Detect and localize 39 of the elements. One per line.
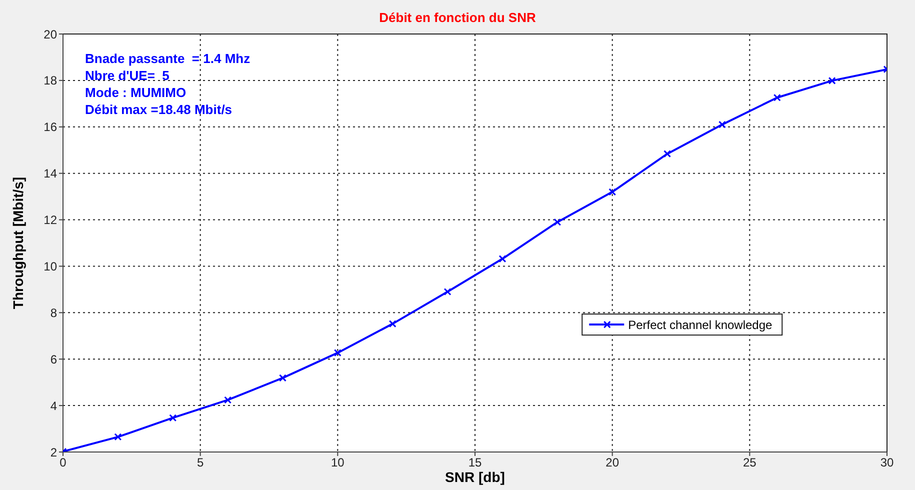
point xyxy=(554,218,562,226)
point xyxy=(388,320,396,328)
x-tick-label: 25 xyxy=(742,456,757,470)
y-tick-label: 8 xyxy=(50,306,58,320)
point xyxy=(718,120,726,128)
y-tick-label: 6 xyxy=(50,352,58,366)
point xyxy=(773,94,781,102)
annotation: Nbre d'UE= 5 xyxy=(85,68,170,83)
x-tick-label: 10 xyxy=(330,456,345,470)
y-tick-label: 12 xyxy=(44,213,58,228)
annotation: Bnade passante = 1.4 Mhz xyxy=(85,51,251,66)
x-axis-title: SNR [db] xyxy=(445,469,505,485)
point xyxy=(224,396,232,404)
point xyxy=(664,150,672,158)
point xyxy=(498,255,506,263)
y-tick-label: 16 xyxy=(44,120,58,134)
point xyxy=(169,414,177,422)
x-tick-label: 20 xyxy=(606,456,620,470)
y-tick-label: 4 xyxy=(50,398,58,413)
point xyxy=(444,288,452,296)
x-tick-label: 0 xyxy=(60,456,67,470)
point xyxy=(114,433,122,441)
annotation: Mode : MUMIMO xyxy=(85,85,186,100)
y-tick-label: 14 xyxy=(44,166,58,181)
point xyxy=(278,374,286,382)
point xyxy=(608,188,616,196)
y-tick-label: 18 xyxy=(44,74,58,88)
legend-label: Perfect channel knowledge xyxy=(628,318,773,332)
x-tick-label: 15 xyxy=(468,456,482,470)
x-tick-label: 5 xyxy=(196,456,204,470)
y-tick-label: 20 xyxy=(44,27,58,42)
y-tick-label: 10 xyxy=(44,259,58,274)
point xyxy=(334,349,342,357)
y-axis-title: Throughput [Mbit/s] xyxy=(10,176,26,310)
point xyxy=(828,76,836,84)
x-tick-label: 30 xyxy=(880,456,894,470)
annotation: Débit max =18.48 Mbit/s xyxy=(85,102,232,117)
chart-title: Débit en fonction du SNR xyxy=(379,10,536,25)
y-tick-label: 2 xyxy=(50,445,58,460)
